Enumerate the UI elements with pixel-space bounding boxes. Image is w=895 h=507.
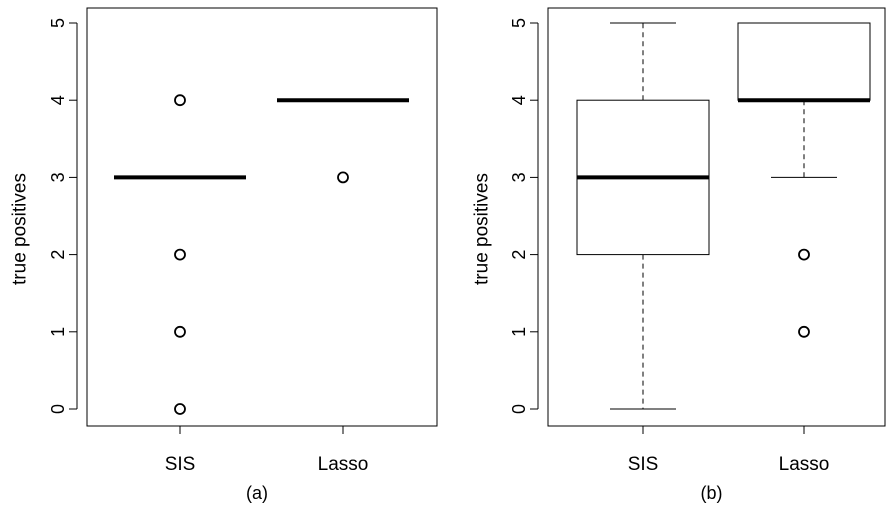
panel-a-y-tick-label-5: 5 — [48, 18, 68, 28]
panel-b-y-tick-label-5: 5 — [509, 18, 529, 28]
panel-a-caption: (a) — [246, 483, 268, 503]
panel-a-box-sis-outlier-3 — [174, 94, 186, 107]
panel-a-x-tick-label-sis: SIS — [165, 454, 196, 475]
panel-a-y-tick-label-3: 3 — [48, 172, 68, 182]
panel-b-box-lasso — [737, 22, 871, 338]
panel-a-y-tick-label-4: 4 — [48, 95, 68, 105]
panel-b-box-sis — [576, 22, 710, 410]
panel-b-x-tick-label-sis: SIS — [628, 454, 659, 475]
panel-b-x-tick-label-lasso: Lasso — [779, 454, 830, 475]
panel-b-y-axis-title: true positives — [472, 173, 493, 285]
panel-a-box-lasso — [277, 98, 409, 184]
panel-a-plot-frame — [86, 7, 438, 427]
panel-b-box-lasso-outlier-0 — [798, 325, 810, 338]
panel-b-box-lasso-iqr — [737, 22, 871, 101]
panel-a-y-tick-label-1: 1 — [48, 327, 68, 337]
panel-a-box-sis-outlier-1 — [174, 325, 186, 338]
panel-b-caption: (b) — [701, 483, 723, 503]
panel-b-y-tick-label-3: 3 — [509, 172, 529, 182]
panel-b-plot-frame — [547, 7, 886, 427]
panel-a-box-sis — [114, 94, 246, 415]
panel-a-box-sis-outlier-0 — [174, 403, 186, 415]
panel-a-box-sis-outlier-2 — [174, 248, 186, 261]
panel-a: 0 1 2 3 4 5 true positives SIS Lasso (a) — [10, 7, 438, 503]
panel-a-y-tick-label-0: 0 — [48, 404, 68, 414]
panel-a-y-tick-label-2: 2 — [48, 250, 68, 260]
panel-b-y-tick-label-1: 1 — [509, 327, 529, 337]
panel-a-box-lasso-outlier-0 — [337, 171, 349, 184]
panel-a-x-tick-label-lasso: Lasso — [318, 454, 369, 475]
panel-b: 0 1 2 3 4 5 true positives SIS Lasso (b) — [472, 7, 886, 503]
panel-a-y-axis-title: true positives — [10, 173, 31, 285]
panel-b-y-tick-label-2: 2 — [509, 250, 529, 260]
panel-b-y-tick-label-0: 0 — [509, 404, 529, 414]
panel-b-box-lasso-outlier-1 — [798, 248, 810, 261]
panel-b-y-tick-label-4: 4 — [509, 95, 529, 105]
